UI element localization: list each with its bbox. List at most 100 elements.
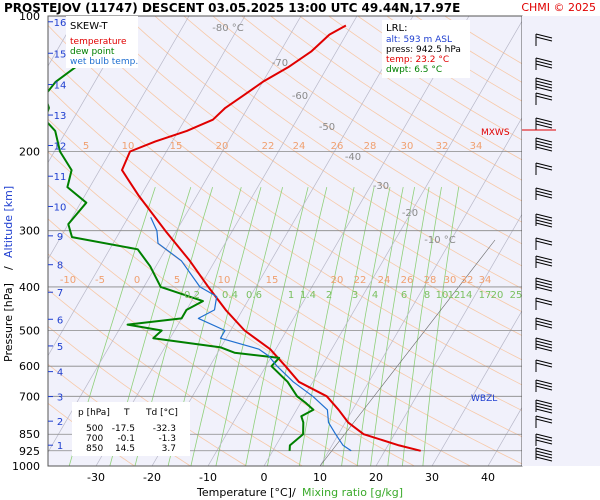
table-header-p: p [hPa]	[78, 408, 110, 418]
wind-barb-flag	[535, 433, 553, 439]
lrl-dewpoint: dwpt: 6.5 °C	[386, 65, 442, 75]
mixing-ratio-line	[322, 187, 375, 466]
temperature-tick-label: -10	[199, 471, 217, 484]
isotherm-label-400: 26	[401, 275, 414, 286]
isotherm	[48, 16, 134, 164]
wind-barb-flag	[535, 77, 553, 83]
wind-barb-flag	[535, 190, 553, 196]
wind-panel	[522, 16, 600, 466]
pressure-tick-label: 200	[19, 145, 40, 158]
wind-barb-flag	[535, 193, 553, 199]
wind-barb-flag	[535, 317, 553, 323]
y-axis-separator: /	[2, 266, 15, 270]
y-axis-title: Pressure [hPa] / Altitude [km]	[2, 186, 15, 362]
series-line-temperature	[121, 24, 421, 452]
dry-adiabat	[212, 16, 522, 223]
altitude-tick-label: 14	[54, 81, 67, 92]
altitude-tick-label: 11	[54, 172, 67, 183]
isotherm	[48, 16, 302, 453]
wind-barb-flag	[535, 385, 553, 391]
wind-barb-flag	[535, 456, 553, 462]
isotherm-label-400: 24	[378, 275, 391, 286]
wind-barb-flag	[535, 418, 553, 424]
isotherm-label: -60	[292, 91, 308, 102]
dry-adiabat	[48, 24, 522, 361]
table-cell: -0.1	[117, 434, 135, 444]
wind-barb-flag	[535, 346, 553, 352]
y-axis-label: Pressure [hPa]	[2, 283, 15, 362]
legend-box: SKEW-T temperature dew point wet bulb te…	[66, 16, 138, 68]
x-axis-title: Temperature [°C] / Mixing ratio [g/kg]	[196, 486, 403, 499]
wind-barb-flag	[535, 436, 553, 442]
legend-temperature: temperature	[70, 37, 127, 47]
copyright-label: CHMI © 2025	[521, 1, 596, 14]
dry-adiabat	[67, 16, 522, 337]
isotherm	[319, 117, 522, 466]
wind-barb-flag	[535, 255, 553, 261]
mixing-ratio-label: 12	[448, 290, 461, 301]
isotherm-label-400: 5	[174, 275, 180, 286]
x-axis-separator: /	[292, 486, 296, 499]
levels-table: p [hPa] T Td [°C] 500 -17.5 -32.3 700 -0…	[72, 402, 190, 456]
wind-barb-flag	[535, 408, 553, 414]
mixing-ratio-label: 14	[460, 290, 473, 301]
isotherm-label-400: 20	[331, 275, 344, 286]
wind-barb-flag	[535, 405, 553, 411]
wind-barb-flag	[535, 140, 553, 146]
wind-barb-flag	[535, 258, 553, 264]
isotherm	[375, 213, 522, 466]
wind-barb-flag	[535, 143, 553, 149]
isotherm-label: -30	[373, 181, 389, 192]
mixing-ratio-label: 2	[326, 290, 332, 301]
mixing-ratio-label: 20	[491, 290, 504, 301]
wind-barb-flag	[535, 213, 553, 219]
table-cell: -32.3	[153, 424, 176, 434]
wind-barb-flag	[535, 80, 553, 86]
wind-barb-flag	[535, 222, 553, 228]
isotherm-label-400: -10	[60, 275, 76, 286]
mixing-ratio-line	[190, 186, 262, 466]
mixing-ratio-label: 17	[479, 290, 492, 301]
grid-lines	[48, 16, 522, 466]
dry-adiabat	[96, 16, 522, 313]
plot-area	[48, 16, 522, 466]
wind-barb-flag	[535, 300, 553, 306]
isotherm	[263, 20, 522, 466]
isotherm-label-200: 22	[262, 141, 275, 152]
y-axis-label-2: Altitude [km]	[2, 186, 15, 258]
table-cell: 14.5	[115, 444, 135, 454]
isotherm-label-400: 30	[444, 275, 457, 286]
wind-barb-flag	[535, 95, 553, 101]
wind-barb-flag	[535, 447, 553, 453]
mixing-ratio-line	[245, 187, 309, 466]
isotherm-label-200: 30	[401, 141, 414, 152]
isotherm-label-200: 32	[436, 141, 449, 152]
x-axis-label-2: Mixing ratio [g/kg]	[302, 486, 403, 499]
series-line-dew-point	[48, 16, 315, 451]
mixing-ratio-label: 1	[288, 290, 294, 301]
altitude-tick-label: 13	[54, 111, 67, 122]
x-axis-label: Temperature [°C]	[196, 486, 292, 499]
mixing-ratio-line	[402, 187, 442, 466]
isotherm	[431, 310, 522, 466]
wind-barb-flag	[535, 362, 553, 368]
isotherm	[48, 16, 246, 357]
wind-barb-flag	[535, 187, 553, 193]
wind-barb-flag	[535, 399, 553, 405]
dry-adiabat	[183, 16, 522, 245]
series-line-wet-bulb-temp-	[150, 216, 352, 452]
temperature-tick-label: 20	[369, 471, 383, 484]
dry-adiabat	[125, 16, 522, 290]
wind-barb-flag	[535, 261, 553, 267]
temperature-tick-label: 0	[261, 471, 268, 484]
altitude-tick-label: 7	[57, 288, 63, 299]
wind-barb-flag	[535, 83, 553, 89]
wind-barb-flag	[535, 297, 553, 303]
wind-barb-flag	[535, 382, 553, 388]
isotherm-label-200: 15	[170, 141, 183, 152]
pressure-tick-label: 400	[19, 281, 40, 294]
isotherm-label-400: -5	[95, 275, 105, 286]
isotherm-label: -20	[402, 208, 418, 219]
mixing-ratio-line	[356, 187, 404, 466]
mixing-ratio-line	[341, 187, 391, 466]
